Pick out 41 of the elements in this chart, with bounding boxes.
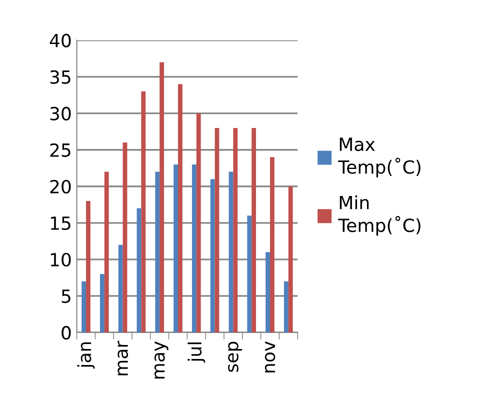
bar xyxy=(214,128,220,332)
y-tick-label: 35 xyxy=(50,70,70,84)
bar xyxy=(210,179,215,332)
bar xyxy=(288,186,293,332)
bar xyxy=(82,281,86,332)
legend-label: Min Temp(˚C) xyxy=(338,195,420,236)
bar xyxy=(196,113,201,332)
bar xyxy=(228,172,234,332)
bar xyxy=(122,142,128,332)
x-tick-label: sep xyxy=(228,342,242,372)
y-tick-label: 10 xyxy=(50,252,71,267)
y-tick-label: 25 xyxy=(50,143,70,157)
legend-label: Max Temp(˚C) xyxy=(338,138,420,178)
y-tick-label: 20 xyxy=(50,180,71,194)
bar xyxy=(247,216,252,332)
bar xyxy=(252,128,256,332)
bar xyxy=(192,164,196,332)
bar xyxy=(100,274,104,332)
x-tick-label: jan xyxy=(77,342,95,369)
bar xyxy=(155,172,160,332)
bar xyxy=(284,281,288,332)
bar xyxy=(86,200,90,332)
bar xyxy=(174,164,178,332)
bar xyxy=(266,252,270,332)
x-tick-label: jul xyxy=(188,342,206,363)
x-tick-label: may xyxy=(154,341,168,379)
y-tick-label: 15 xyxy=(50,216,70,230)
bar xyxy=(136,208,142,332)
y-tick-label: 40 xyxy=(50,34,71,48)
y-tick-label: 0 xyxy=(62,326,71,340)
x-tick-label: nov xyxy=(264,341,276,372)
y-tick-label: 5 xyxy=(62,290,70,304)
bar xyxy=(233,128,238,332)
bar xyxy=(118,244,123,332)
bar xyxy=(141,91,146,332)
bar xyxy=(104,172,109,332)
bar xyxy=(178,84,182,332)
bar xyxy=(270,157,274,332)
bar xyxy=(160,62,164,332)
x-tick-label: mar xyxy=(118,340,128,376)
y-tick-label: 30 xyxy=(50,106,71,120)
